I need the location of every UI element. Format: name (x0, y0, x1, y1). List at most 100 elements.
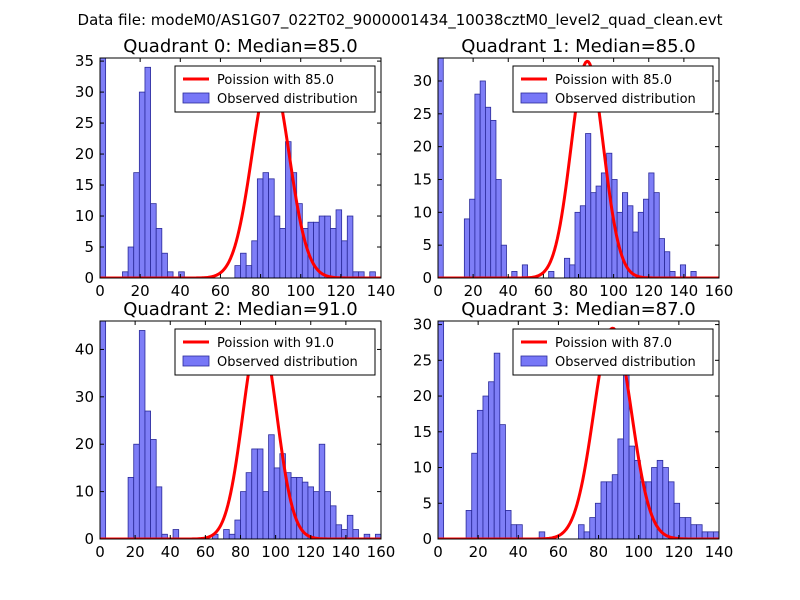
quadrant-0-bar (341, 240, 348, 278)
quadrant-1-bar (485, 106, 492, 278)
quadrant-2-bar (228, 533, 236, 539)
quadrant-0-bar (369, 271, 376, 278)
quadrant-0-title: Quadrant 0: Median=85.0 (123, 36, 358, 57)
quadrant-0-chart: Quadrant 0: Median=85.00 20 40 60 80 100 120 14… (75, 36, 395, 300)
quadrant-3-ytick-label: 5 (422, 494, 432, 512)
quadrant-2-ytick-label: 30 (75, 388, 94, 406)
quadrant-1-xtick-label: 160 (705, 282, 734, 300)
quadrant-2-xtick-label: 20 (126, 543, 145, 561)
quadrant-2-bar (127, 476, 135, 539)
quadrant-0-poisson-curve (100, 72, 381, 278)
quadrant-1-legend: Poission with 85.0 Observed distribution (512, 65, 714, 113)
quadrant-1-xtick-label: 140 (670, 282, 699, 300)
quadrant-0-bar (150, 203, 157, 278)
quadrant-1-bar (679, 264, 687, 278)
quadrant-1-bar (574, 211, 581, 278)
quadrant-0-bar (178, 271, 185, 278)
quadrant-0-bar (155, 228, 163, 278)
quadrant-2-legend-label-observed: Observed distribution (217, 355, 358, 370)
quadrant-2-ytick-label: 10 (75, 483, 94, 501)
quadrant-0-ytick-label: 15 (75, 176, 94, 194)
quadrant-0-ytick-label: 0 (84, 269, 94, 287)
quadrant-0-xtick-label: 120 (327, 282, 356, 300)
quadrant-0-bar (256, 178, 264, 278)
quadrant-2-bar (234, 519, 241, 539)
quadrant-0-xtick-label: 100 (286, 282, 315, 300)
quadrant-2-bar (330, 505, 337, 539)
quadrant-3-bar (606, 481, 613, 539)
quadrant-0-bar (358, 271, 365, 278)
quadrant-2-bar (144, 410, 151, 539)
quadrant-2-bar (245, 472, 253, 539)
quadrant-1-legend-label-observed: Observed distribution (555, 92, 696, 107)
quadrant-1-bar (569, 264, 576, 278)
quadrant-3-bar (516, 524, 523, 539)
quadrant-3-bar (668, 481, 675, 539)
quadrant-3-xtick-label: 20 (469, 543, 488, 561)
quadrant-2-xtick-label: 60 (196, 543, 215, 561)
quadrant-2-bar (273, 467, 281, 539)
quadrant-1-bar (579, 205, 586, 278)
quadrant-2-ytick-label: 40 (75, 340, 94, 358)
quadrant-1-bar (585, 133, 592, 278)
quadrant-2-bar (313, 491, 320, 539)
quadrant-3-ytick-label: 20 (413, 387, 432, 405)
quadrant-0-ytick-label: 20 (75, 145, 94, 163)
quadrant-3-chart: Quadrant 3: Median=87.00 20 40 60 80 100 120 14… (413, 299, 733, 561)
quadrant-1-ytick-label: 0 (422, 269, 432, 287)
quadrant-3-bar (651, 467, 658, 539)
quadrant-3-bar (611, 474, 619, 539)
quadrant-1-bar (474, 93, 481, 278)
quadrant-2-xtick-label: 0 (95, 543, 105, 561)
quadrant-2-xtick-label: 80 (231, 543, 250, 561)
quadrant-2-plot-area (100, 321, 381, 539)
quadrant-3-title: Quadrant 3: Median=87.0 (461, 299, 696, 320)
quadrant-3-bar (476, 409, 484, 539)
quadrant-1-xtick-label: 0 (433, 282, 443, 300)
quadrant-3-bar (583, 531, 591, 539)
quadrant-3-bar (662, 467, 669, 539)
quadrant-3-poisson-curve (438, 326, 719, 539)
quadrant-2-chart: Quadrant 2: Median=91.00 20 40 60 80 100 120 14… (75, 299, 395, 561)
quadrant-1-xtick-label: 60 (534, 282, 553, 300)
quadrant-0-ytick-label: 35 (75, 52, 94, 70)
quadrant-3-bar (438, 321, 445, 539)
quadrant-3-legend-label-poisson: Poission with 87.0 (555, 336, 672, 351)
quadrant-0-bar (279, 228, 286, 278)
quadrant-0-bar (245, 265, 253, 278)
quadrant-3-bar (600, 481, 607, 539)
quadrant-2-ytick-label: 0 (84, 530, 94, 548)
figure-suptitle: Data file: modeM0/AS1G07_022T02_90000014… (78, 11, 723, 30)
quadrant-1-title: Quadrant 1: Median=85.0 (461, 36, 696, 57)
quadrant-3-ytick-label: 15 (413, 423, 432, 441)
quadrant-2-bar (223, 529, 230, 539)
quadrant-0-ytick-label: 30 (75, 83, 94, 101)
quadrant-0-ytick-label: 10 (75, 207, 94, 225)
quadrant-3-legend-label-observed: Observed distribution (555, 355, 696, 370)
quadrant-0-bar (138, 91, 146, 278)
quadrant-3-xtick-label: 100 (624, 543, 653, 561)
quadrant-0-bar (161, 252, 168, 278)
quadrant-2-xtick-label: 40 (161, 543, 180, 561)
quadrant-2-bar (307, 486, 314, 539)
quadrant-0-legend-bar-swatch (182, 92, 210, 104)
quadrant-0-bar (133, 172, 140, 278)
quadrant-3-bar (465, 510, 473, 539)
quadrant-2-bar (318, 443, 326, 539)
quadrant-3-xtick-label: 120 (665, 543, 694, 561)
quadrant-0-xtick-label: 80 (251, 282, 270, 300)
quadrant-3-bar (594, 502, 602, 539)
quadrant-0-bar (234, 265, 241, 278)
quadrant-3-plot-area (438, 321, 719, 539)
quadrant-3-xtick-label: 40 (509, 543, 528, 561)
quadrant-2-xtick-label: 140 (332, 543, 361, 561)
quadrant-2-bar (138, 330, 146, 539)
quadrant-1-bar (643, 198, 650, 278)
quadrant-3-bar (488, 381, 495, 539)
quadrant-3-ytick-label: 30 (413, 316, 432, 334)
quadrant-3-bar (679, 517, 686, 539)
quadrant-1-legend-bar-swatch (520, 92, 548, 104)
quadrant-2-bar (150, 439, 157, 539)
quadrant-1-xtick-label: 80 (569, 282, 588, 300)
